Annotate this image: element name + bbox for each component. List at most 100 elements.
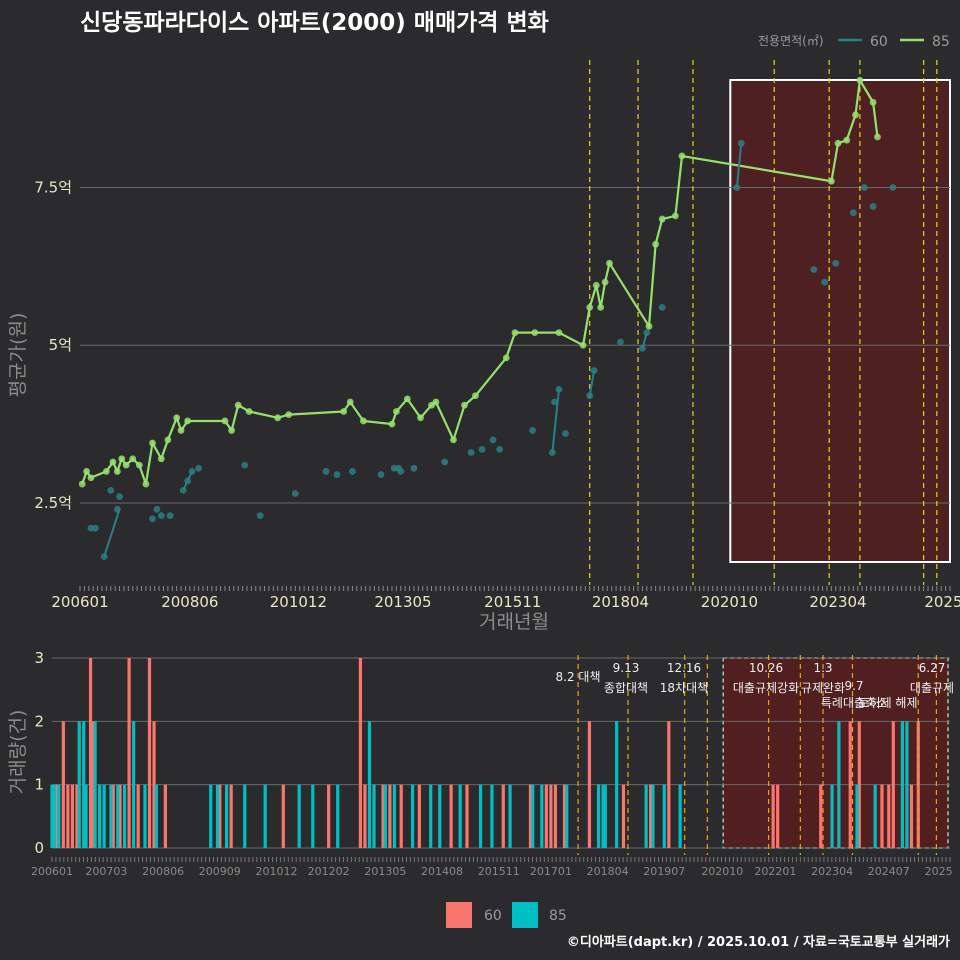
policy-annotation-date: 1.3 bbox=[813, 661, 832, 675]
data-point-60 bbox=[100, 553, 108, 561]
bar-85 bbox=[116, 784, 120, 848]
data-point-60 bbox=[377, 471, 385, 478]
data-point-85 bbox=[118, 455, 126, 463]
bar-60 bbox=[880, 784, 884, 848]
bar-60 bbox=[327, 784, 331, 848]
bar-85 bbox=[143, 784, 147, 848]
series-segment-60 bbox=[588, 370, 596, 396]
bottom-x-tick-label: 200601 bbox=[31, 865, 73, 878]
data-point-60 bbox=[397, 468, 405, 475]
bottom-y-tick-label: 3 bbox=[34, 649, 44, 667]
data-point-85 bbox=[109, 458, 117, 466]
policy-annotation-date: 9.13 bbox=[613, 661, 640, 675]
data-point-60 bbox=[617, 338, 624, 346]
bar-60 bbox=[649, 784, 653, 848]
data-point-85 bbox=[245, 408, 253, 415]
bar-60 bbox=[75, 784, 79, 848]
data-point-85 bbox=[472, 392, 479, 400]
data-point-60 bbox=[849, 209, 857, 217]
bar-85 bbox=[644, 784, 648, 848]
top-chart-layer: 2.5억 5억 7.5억 200601 200806 201012 201305 201511… bbox=[34, 60, 960, 611]
x-axis-title: 거래년월 bbox=[479, 611, 549, 633]
policy-annotation-desc: 특례대출축소 bbox=[821, 696, 887, 710]
data-point-85 bbox=[403, 395, 411, 403]
y-tick-label: 2.5억 bbox=[34, 494, 72, 512]
bar-85 bbox=[98, 784, 102, 848]
bar-60 bbox=[857, 721, 861, 848]
bar-85 bbox=[84, 784, 88, 848]
data-point-85 bbox=[164, 436, 172, 444]
series-segment-60 bbox=[735, 143, 743, 188]
policy-annotation-desc: 규제완화 bbox=[801, 681, 845, 695]
bar-60 bbox=[848, 721, 852, 848]
bar-60 bbox=[118, 784, 122, 848]
bottom-x-tick-label: 202407 bbox=[868, 865, 910, 878]
bar-85 bbox=[372, 784, 376, 848]
data-point-85 bbox=[658, 215, 666, 223]
data-point-60 bbox=[869, 203, 877, 210]
bar-85 bbox=[77, 721, 81, 848]
bar-85 bbox=[50, 784, 54, 848]
data-point-85 bbox=[113, 468, 121, 475]
bar-85 bbox=[490, 784, 494, 848]
series-segment-60 bbox=[551, 389, 560, 453]
data-point-85 bbox=[360, 417, 367, 425]
legend-label-85: 85 bbox=[932, 34, 950, 50]
data-point-85 bbox=[597, 303, 605, 311]
bar-60 bbox=[667, 721, 671, 848]
data-point-85 bbox=[285, 411, 293, 419]
y-tick-label: 7.5억 bbox=[34, 179, 72, 197]
y-tick-label: 5억 bbox=[49, 336, 72, 354]
data-point-85 bbox=[511, 329, 519, 337]
data-point-85 bbox=[274, 414, 282, 422]
bottom-x-tick-label: 201305 bbox=[364, 865, 406, 878]
bar-60 bbox=[61, 721, 65, 848]
data-point-85 bbox=[388, 420, 396, 428]
policy-annotation-desc: 대출규제 bbox=[910, 681, 954, 695]
bottom-chart-layer: 0 1 2 3 8.2 대책 9.13 종합대책 12.16 18차대책 10.26 대출규제강화 1… bbox=[31, 649, 954, 878]
bar-60 bbox=[66, 784, 70, 848]
data-point-85 bbox=[834, 139, 842, 147]
data-point-60 bbox=[639, 344, 646, 352]
data-point-60 bbox=[889, 184, 897, 191]
data-point-60 bbox=[496, 445, 504, 453]
data-point-85 bbox=[129, 455, 137, 463]
bar-60 bbox=[229, 784, 233, 848]
data-point-85 bbox=[856, 76, 864, 84]
legend-title: 전용면적(㎡) bbox=[758, 34, 824, 48]
data-point-85 bbox=[579, 341, 587, 349]
bar-60 bbox=[281, 784, 285, 848]
data-point-60 bbox=[658, 303, 666, 311]
bar-85 bbox=[603, 784, 607, 848]
data-point-60 bbox=[91, 524, 99, 532]
bar-85 bbox=[367, 721, 372, 848]
data-point-60 bbox=[832, 259, 840, 267]
data-point-60 bbox=[188, 468, 196, 475]
bar-60 bbox=[111, 784, 115, 848]
bar-85 bbox=[830, 784, 834, 848]
bottom-x-tick-label: 2025 bbox=[925, 865, 953, 878]
data-point-60 bbox=[157, 512, 165, 519]
bar-60 bbox=[621, 784, 626, 848]
policy-annotation-desc: 대출규제강화 bbox=[733, 681, 799, 695]
data-point-85 bbox=[78, 480, 86, 488]
bar-85 bbox=[102, 784, 106, 848]
data-point-85 bbox=[671, 212, 679, 220]
bar-60 bbox=[553, 784, 558, 848]
data-point-85 bbox=[340, 408, 348, 415]
bar-85 bbox=[508, 784, 512, 848]
data-point-85 bbox=[432, 398, 440, 406]
x-tick-label: 201305 bbox=[374, 593, 431, 611]
bar-60 bbox=[70, 784, 75, 848]
bar-85 bbox=[540, 784, 544, 848]
bottom-x-tick-label: 201907 bbox=[643, 865, 685, 878]
data-point-60 bbox=[184, 477, 192, 485]
data-point-60 bbox=[821, 278, 829, 286]
bar-60 bbox=[88, 658, 93, 848]
bar-60 bbox=[909, 784, 914, 848]
footer-credit: ©디아파트(dapt.kr) / 2025.10.01 / 자료=국토교통부 실… bbox=[567, 934, 950, 950]
data-point-60 bbox=[478, 445, 486, 453]
bottom-y-tick-label: 2 bbox=[34, 712, 44, 730]
data-point-85 bbox=[874, 133, 881, 141]
